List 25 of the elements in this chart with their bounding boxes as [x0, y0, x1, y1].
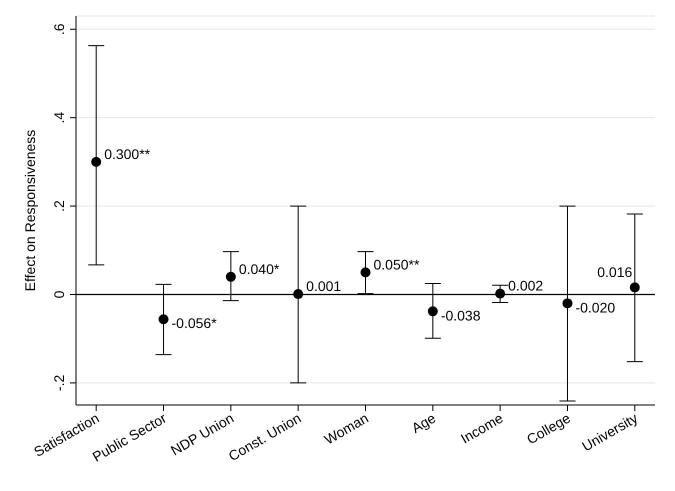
y-axis-title: Effect on Responsiveness	[22, 130, 38, 292]
point	[428, 306, 438, 316]
point	[360, 267, 370, 278]
data-label: 0.040*	[238, 260, 280, 277]
x-tick-label: Age	[408, 410, 438, 436]
point	[293, 289, 304, 300]
point	[91, 156, 102, 167]
data-label: -0.038	[440, 307, 481, 324]
y-tick-label: 0	[51, 290, 67, 298]
point	[226, 272, 236, 282]
y-tick-label: .6	[51, 23, 67, 36]
point	[495, 288, 506, 299]
data-label: 0.016	[597, 264, 632, 280]
data-label: 0.300**	[104, 146, 151, 162]
y-tick-label: .4	[51, 112, 67, 124]
data-label: -0.020	[575, 299, 616, 316]
data-label: 0.002	[508, 278, 544, 294]
point	[562, 298, 572, 308]
data-label: -0.056*	[172, 315, 218, 332]
point	[158, 314, 169, 324]
y-tick-label: .2	[51, 200, 67, 212]
point	[630, 282, 640, 292]
data-label: 0.050**	[374, 256, 420, 272]
data-label: 0.001	[306, 278, 342, 294]
y-tick-label: -.2	[51, 374, 67, 392]
